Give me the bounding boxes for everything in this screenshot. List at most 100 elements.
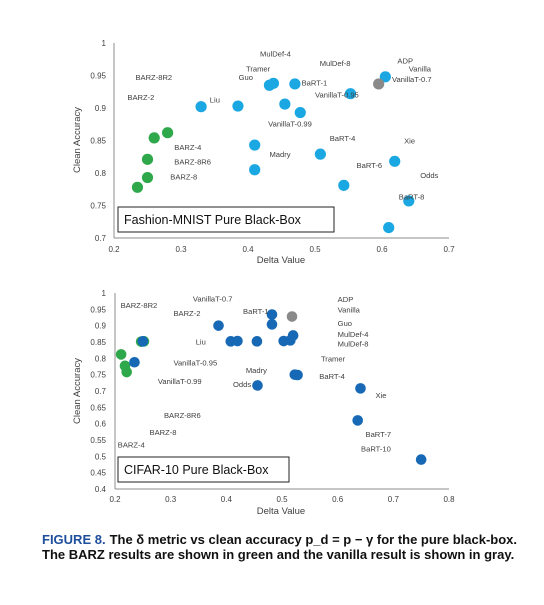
data-point — [232, 335, 243, 347]
data-point — [415, 454, 427, 465]
y-tick-label: 0.8 — [95, 354, 107, 363]
y-tick-label: 1 — [102, 39, 107, 48]
data-point — [121, 366, 132, 378]
x-tick-label: 0.2 — [108, 245, 120, 254]
data-point — [292, 369, 303, 381]
data-point — [278, 335, 289, 347]
y-tick-label: 0.85 — [90, 338, 106, 347]
y-tick-label: 0.75 — [90, 202, 106, 211]
point-label: BaRT-7 — [366, 430, 392, 439]
point-label: BaRT-10 — [361, 444, 391, 453]
y-tick-label: 0.65 — [90, 403, 106, 412]
x-tick-label: 0.8 — [443, 495, 455, 504]
fashion-mnist-chart: 0.2 0.3 0.4 0.5 0.6 0.7 0.7 0.75 0.8 0.85 0.9 0.95 1… — [72, 39, 455, 266]
point-label: Madry — [246, 366, 267, 375]
point-label: ADP — [338, 295, 354, 304]
point-label: BARZ-2 — [127, 93, 154, 102]
data-point — [403, 195, 415, 207]
point-label: Guo — [338, 319, 352, 328]
data-point — [266, 319, 278, 330]
data-point — [279, 98, 291, 110]
point-label: ADP — [397, 57, 413, 66]
data-point — [232, 100, 244, 112]
point-label: Xie — [376, 391, 387, 400]
data-point — [137, 336, 149, 347]
point-label: MulDef-4 — [260, 49, 291, 58]
point-label: BaRT-4 — [330, 134, 356, 143]
data-point — [213, 320, 224, 331]
point-label: VanillaT-0.7 — [392, 75, 432, 84]
data-point — [249, 164, 261, 176]
point-label: Madry — [269, 150, 290, 159]
x-tick-label: 0.5 — [276, 495, 288, 504]
x-axis-label: Delta Value — [257, 255, 305, 266]
y-tick-label: 0.5 — [95, 452, 107, 461]
y-tick-label: 0.9 — [95, 322, 107, 331]
y-axis-label: Clean Accuracy — [72, 107, 83, 173]
caption-label: FIGURE 8. — [42, 532, 106, 547]
point-label: BARZ-8R2 — [135, 73, 172, 82]
y-tick-label: 0.45 — [90, 469, 106, 478]
point-label: VanillaT-0.99 — [158, 377, 202, 386]
chart-label: Fashion-MNIST Pure Black-Box — [124, 213, 302, 227]
point-label: Liu — [196, 338, 206, 347]
x-tick-label: 0.7 — [443, 245, 455, 254]
y-tick-label: 1 — [102, 289, 107, 298]
data-point — [195, 101, 207, 113]
point-label: Vanilla — [409, 64, 432, 73]
y-tick-label: 0.7 — [95, 234, 107, 243]
point-label: VanillaT-0.99 — [268, 120, 312, 129]
point-label: Tramer — [246, 64, 271, 73]
data-point — [338, 179, 350, 191]
y-tick-label: 0.55 — [90, 436, 106, 445]
point-label: Odds — [420, 171, 438, 180]
point-label: BaRT-8 — [399, 192, 425, 201]
x-tick-label: 0.7 — [388, 495, 400, 504]
y-tick-label: 0.95 — [90, 72, 106, 81]
figure-caption: FIGURE 8. The δ metric vs clean accuracy … — [42, 532, 528, 562]
point-label: BARZ-8 — [150, 428, 177, 437]
point-label: BARZ-8R6 — [164, 411, 201, 420]
chart-label-box — [117, 456, 290, 483]
point-label: BARZ-8 — [170, 172, 197, 181]
point-label: MulDef-4 — [338, 330, 369, 339]
chart-label: CIFAR-10 Pure Black-Box — [124, 463, 269, 477]
point-label: Tramer — [321, 354, 346, 363]
y-tick-label: 0.8 — [95, 169, 107, 178]
point-label: VanillaT-0.7 — [193, 295, 233, 304]
y-tick-label: 0.9 — [95, 104, 107, 113]
point-label: BARZ-8R6 — [174, 157, 211, 166]
point-label: Liu — [210, 96, 220, 105]
x-tick-label: 0.4 — [221, 495, 233, 504]
data-point — [148, 132, 160, 144]
data-point — [249, 139, 261, 151]
data-point — [389, 155, 401, 167]
data-point — [141, 171, 154, 184]
data-point — [141, 153, 154, 165]
point-label: BaRT-1 — [243, 307, 269, 316]
x-tick-label: 0.2 — [109, 495, 121, 504]
y-tick-label: 0.6 — [95, 420, 107, 429]
point-label: VanillaT-0.95 — [173, 358, 217, 367]
x-tick-label: 0.5 — [309, 245, 321, 254]
data-point — [115, 349, 127, 360]
point-label: BaRT-4 — [319, 372, 345, 381]
x-tick-label: 0.3 — [175, 245, 187, 254]
chart-label-box — [117, 206, 335, 233]
point-label: BARZ-8R2 — [121, 301, 158, 310]
data-point — [379, 71, 391, 83]
data-point — [289, 78, 301, 90]
point-label: Xie — [404, 137, 415, 146]
y-tick-label: 0.75 — [90, 371, 106, 380]
data-point — [129, 356, 140, 368]
data-point — [314, 148, 326, 160]
point-label: BARZ-4 — [174, 143, 201, 152]
point-label: Guo — [239, 73, 253, 82]
y-tick-label: 0.7 — [95, 387, 107, 396]
data-point — [286, 311, 298, 322]
y-tick-label: 0.4 — [95, 485, 107, 494]
x-tick-label: 0.3 — [165, 495, 177, 504]
data-point — [355, 383, 366, 394]
point-label: Vanilla — [338, 305, 361, 314]
